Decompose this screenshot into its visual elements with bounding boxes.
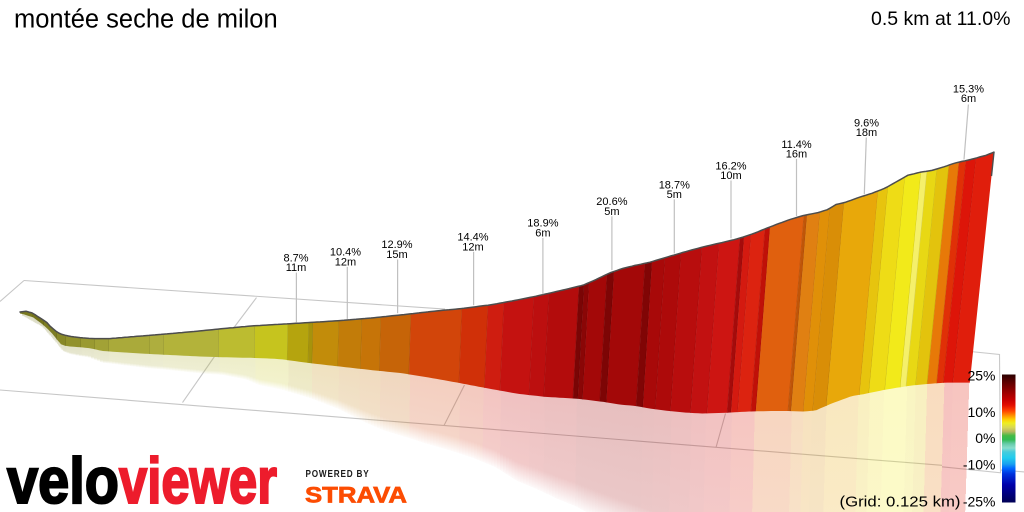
svg-text:12m: 12m: [335, 256, 356, 268]
svg-text:16.2%: 16.2%: [715, 160, 746, 172]
svg-text:20.6%: 20.6%: [596, 196, 627, 208]
svg-text:(Grid: 0.125 km): (Grid: 0.125 km): [840, 494, 961, 511]
svg-text:12.9%: 12.9%: [381, 239, 412, 251]
svg-text:0%: 0%: [975, 430, 995, 446]
svg-text:14.4%: 14.4%: [457, 232, 488, 244]
svg-text:6m: 6m: [535, 227, 550, 239]
svg-text:16m: 16m: [786, 148, 807, 160]
svg-text:11m: 11m: [286, 262, 307, 274]
svg-text:10m: 10m: [720, 170, 741, 182]
svg-text:12m: 12m: [462, 241, 483, 253]
svg-text:15m: 15m: [386, 249, 407, 261]
svg-text:10%: 10%: [967, 404, 995, 420]
svg-text:STRAVA: STRAVA: [305, 483, 407, 508]
svg-text:5m: 5m: [604, 206, 619, 218]
svg-text:9.6%: 9.6%: [854, 117, 879, 129]
svg-text:6m: 6m: [961, 93, 976, 105]
svg-text:0.5 km at 11.0%: 0.5 km at 11.0%: [871, 8, 1010, 30]
svg-text:11.4%: 11.4%: [781, 139, 812, 151]
svg-text:5m: 5m: [667, 189, 682, 201]
svg-text:POWERED BY: POWERED BY: [306, 469, 370, 480]
svg-text:18.7%: 18.7%: [659, 180, 690, 192]
svg-text:15.3%: 15.3%: [953, 84, 984, 96]
svg-text:-10%: -10%: [963, 456, 996, 472]
svg-text:25%: 25%: [967, 367, 995, 383]
svg-text:10.4%: 10.4%: [330, 247, 361, 259]
svg-text:18m: 18m: [856, 127, 877, 139]
svg-text:velo: velo: [7, 444, 119, 512]
svg-text:18.9%: 18.9%: [527, 218, 558, 230]
svg-text:8.7%: 8.7%: [283, 252, 308, 264]
svg-text:viewer: viewer: [119, 444, 277, 512]
svg-text:-25%: -25%: [963, 493, 996, 509]
svg-text:montée seche de milon: montée seche de milon: [14, 6, 278, 34]
